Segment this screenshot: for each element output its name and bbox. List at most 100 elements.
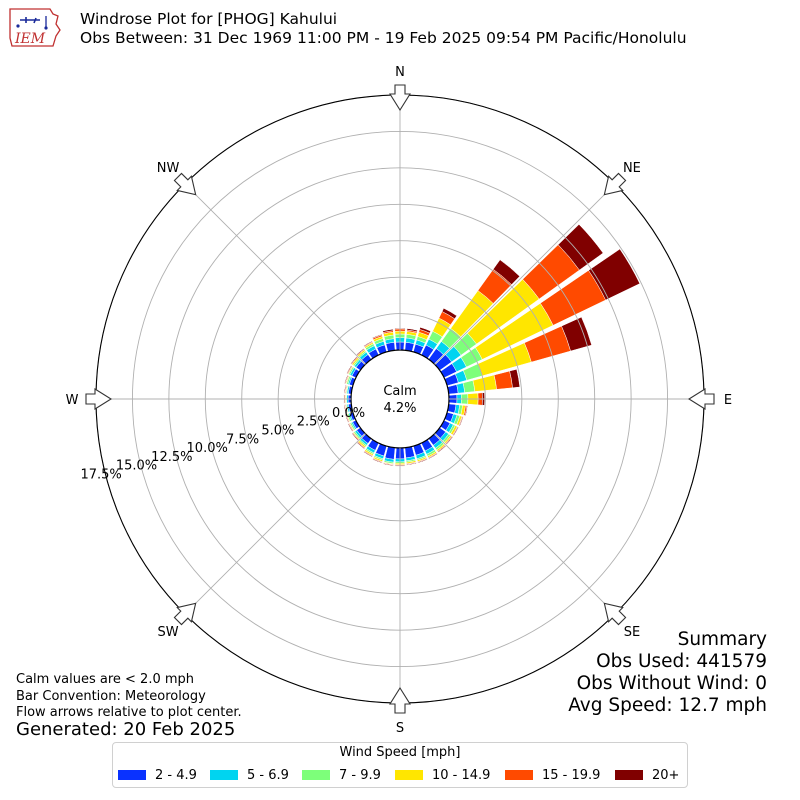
iem-logo: IEM (9, 8, 61, 47)
bar-dir-150-bin-5 (428, 452, 438, 460)
compass-label-ne: NE (623, 161, 641, 176)
summary-obs-without-wind: Obs Without Wind: 0 (576, 673, 767, 694)
grid-ring (131, 130, 669, 668)
compass-label-e: E (724, 393, 732, 408)
legend-item-15-19.9: 15 - 19.9 (505, 767, 600, 783)
legend-label: 2 - 4.9 (155, 767, 197, 783)
flow-arrow-icon (389, 686, 411, 714)
calm-circle (350, 349, 450, 449)
radial-tick-label: 7.5% (226, 432, 259, 447)
legend-item-7-9.9: 7 - 9.9 (302, 767, 381, 783)
bar-dir-340-bin-5 (372, 333, 383, 339)
radial-tick-label: 2.5% (297, 415, 330, 430)
compass-label-sw: SW (158, 625, 179, 640)
grid-ring (277, 276, 523, 522)
bar-dir-70-bin-5 (561, 316, 592, 352)
bar-dir-20-bin-5 (419, 326, 431, 334)
bar-dir-210-bin-5 (363, 451, 373, 458)
grid-ring (314, 313, 486, 485)
compass-label-se: SE (624, 625, 640, 640)
bar-dir-60-bin-5 (588, 248, 641, 301)
calm-note: Calm values are < 2.0 mph (16, 672, 195, 687)
flow-arrow-icon (603, 602, 627, 626)
grid-ring (204, 203, 596, 595)
summary-avg-speed: Avg Speed: 12.7 mph (568, 695, 767, 716)
spoke-line (434, 433, 616, 615)
bar-dir-240-bin-5 (347, 423, 354, 432)
legend-swatch (118, 770, 146, 780)
flow-arrow-icon (389, 84, 411, 112)
chart-labels: 0.0%2.5%5.0%7.5%10.0%12.5%15.0%17.5% N NE E… (66, 65, 733, 736)
flow-arrow-icon (603, 172, 627, 196)
radial-tick-label: 15.0% (116, 459, 157, 474)
bar-dir-30-bin-5 (441, 307, 458, 320)
calm-value: 4.2% (383, 401, 416, 416)
bar-dir-110-bin-5 (458, 416, 464, 427)
bar-convention-note: Bar Convention: Meteorology (16, 689, 206, 704)
legend-label: 20+ (652, 767, 680, 783)
legend-swatch (210, 770, 238, 780)
legend-swatch (395, 770, 423, 780)
bar-dir-170-bin-5 (406, 462, 417, 466)
bar-dir-250-bin-5 (344, 413, 350, 423)
bar-dir-10-bin-5 (406, 328, 418, 333)
radial-tick-label: 5.0% (261, 423, 294, 438)
bar-dir-140-bin-5 (437, 445, 447, 453)
radial-tick-label: 10.0% (187, 441, 228, 456)
plot-title: Windrose Plot for [PHOG] Kahului (80, 10, 338, 28)
flow-arrow-icon (173, 172, 197, 196)
bar-dir-260-bin-5 (343, 404, 347, 414)
spoke-line (434, 183, 616, 365)
legend-label: 7 - 9.9 (339, 767, 381, 783)
flow-arrows-note: Flow arrows relative to plot center. (16, 705, 242, 720)
spoke-line (184, 183, 366, 365)
bar-dir-160-bin-5 (417, 458, 428, 464)
flow-arrow-icon (173, 602, 197, 626)
bar-dir-190-bin-5 (383, 463, 394, 467)
legend-swatch (505, 770, 533, 780)
logo-text: IEM (14, 31, 46, 47)
bar-dir-230-bin-5 (351, 432, 359, 441)
legend-title: Wind Speed [mph] (339, 745, 461, 760)
legend-swatch (302, 770, 330, 780)
bar-dir-200-bin-5 (372, 458, 383, 464)
flow-arrows (85, 84, 715, 714)
grid-ring (241, 240, 559, 558)
summary-title: Summary (677, 629, 767, 650)
generated-date: Generated: 20 Feb 2025 (16, 719, 236, 740)
bar-dir-80-bin-2 (462, 380, 476, 393)
bar-dir-320-bin-5 (356, 348, 365, 356)
bar-dir-300-bin-5 (346, 365, 353, 374)
legend-label: 10 - 14.9 (432, 767, 491, 783)
bar-dir-280-bin-5 (343, 384, 347, 394)
bar-dir-40-bin-5 (492, 259, 521, 286)
flow-arrow-icon (85, 388, 113, 410)
spoke-line (184, 433, 366, 615)
summary-obs-used: Obs Used: 441579 (596, 651, 767, 672)
calm-label: Calm (383, 384, 416, 399)
bar-dir-330-bin-5 (363, 340, 373, 347)
legend-item-2-4.9: 2 - 4.9 (118, 767, 197, 783)
legend-item-10-14.9: 10 - 14.9 (395, 767, 490, 783)
compass-label-s: S (396, 721, 404, 736)
flow-arrow-icon (687, 388, 715, 410)
grid-ring (168, 167, 632, 631)
legend-label: 15 - 19.9 (542, 767, 601, 783)
bar-dir-220-bin-5 (356, 442, 365, 450)
bar-dir-310-bin-5 (350, 356, 358, 365)
bar-dir-80-bin-5 (509, 368, 521, 389)
radial-tick-label: 17.5% (80, 468, 121, 483)
plot-subtitle: Obs Between: 31 Dec 1969 11:00 PM - 19 F… (80, 29, 687, 47)
compass-label-w: W (66, 393, 79, 408)
radial-tick-label: 0.0% (332, 406, 365, 421)
bar-dir-170-bin-0 (404, 446, 415, 459)
bar-dir-120-bin-5 (452, 426, 459, 436)
bar-dir-80-bin-4 (493, 370, 513, 390)
bar-dir-100-bin-5 (464, 405, 468, 417)
windrose-bars (343, 223, 641, 467)
compass-label-nw: NW (157, 161, 180, 176)
legend-item-5-6.9: 5 - 6.9 (210, 767, 289, 783)
legend-item-20-plus: 20+ (615, 767, 679, 783)
bar-dir-130-bin-5 (445, 436, 454, 445)
